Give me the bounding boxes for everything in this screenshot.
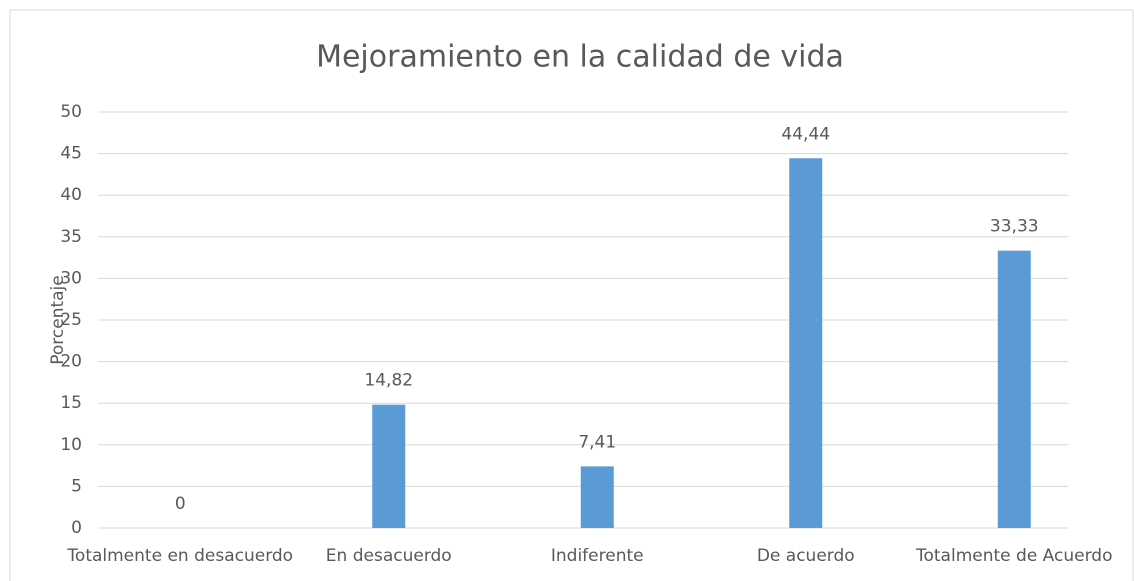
data-label: 7,41 [578,432,616,452]
y-tick-label: 10 [60,435,82,455]
y-tick-label: 30 [60,268,82,288]
y-tick-label: 20 [60,352,82,372]
y-tick-label: 35 [60,227,82,247]
data-label: 33,33 [990,217,1039,237]
y-axis-label: Porcentaje [48,275,68,365]
x-tick-label: Indiferente [551,546,644,566]
x-tick-label: De acuerdo [757,546,855,566]
bar [580,466,614,528]
y-tick-label: 40 [60,185,82,205]
y-tick-label: 15 [60,393,82,413]
y-tick-label: 5 [71,476,82,496]
y-tick-label: 50 [60,102,82,122]
bar [789,158,823,528]
x-tick-label: Totalmente en desacuerdo [66,546,293,566]
data-label: 0 [175,494,186,514]
data-label: 14,82 [364,371,413,391]
bar [997,250,1031,528]
chart-frame [9,9,1134,581]
bar [372,404,406,528]
x-tick-label: En desacuerdo [326,546,452,566]
y-tick-label: 45 [60,144,82,164]
y-tick-label: 25 [60,310,82,330]
chart-title: Mejoramiento en la calidad de vida [316,40,844,75]
x-tick-label: Totalmente de Acuerdo [915,546,1112,566]
y-tick-label: 0 [71,518,82,538]
data-label: 44,44 [781,124,830,144]
